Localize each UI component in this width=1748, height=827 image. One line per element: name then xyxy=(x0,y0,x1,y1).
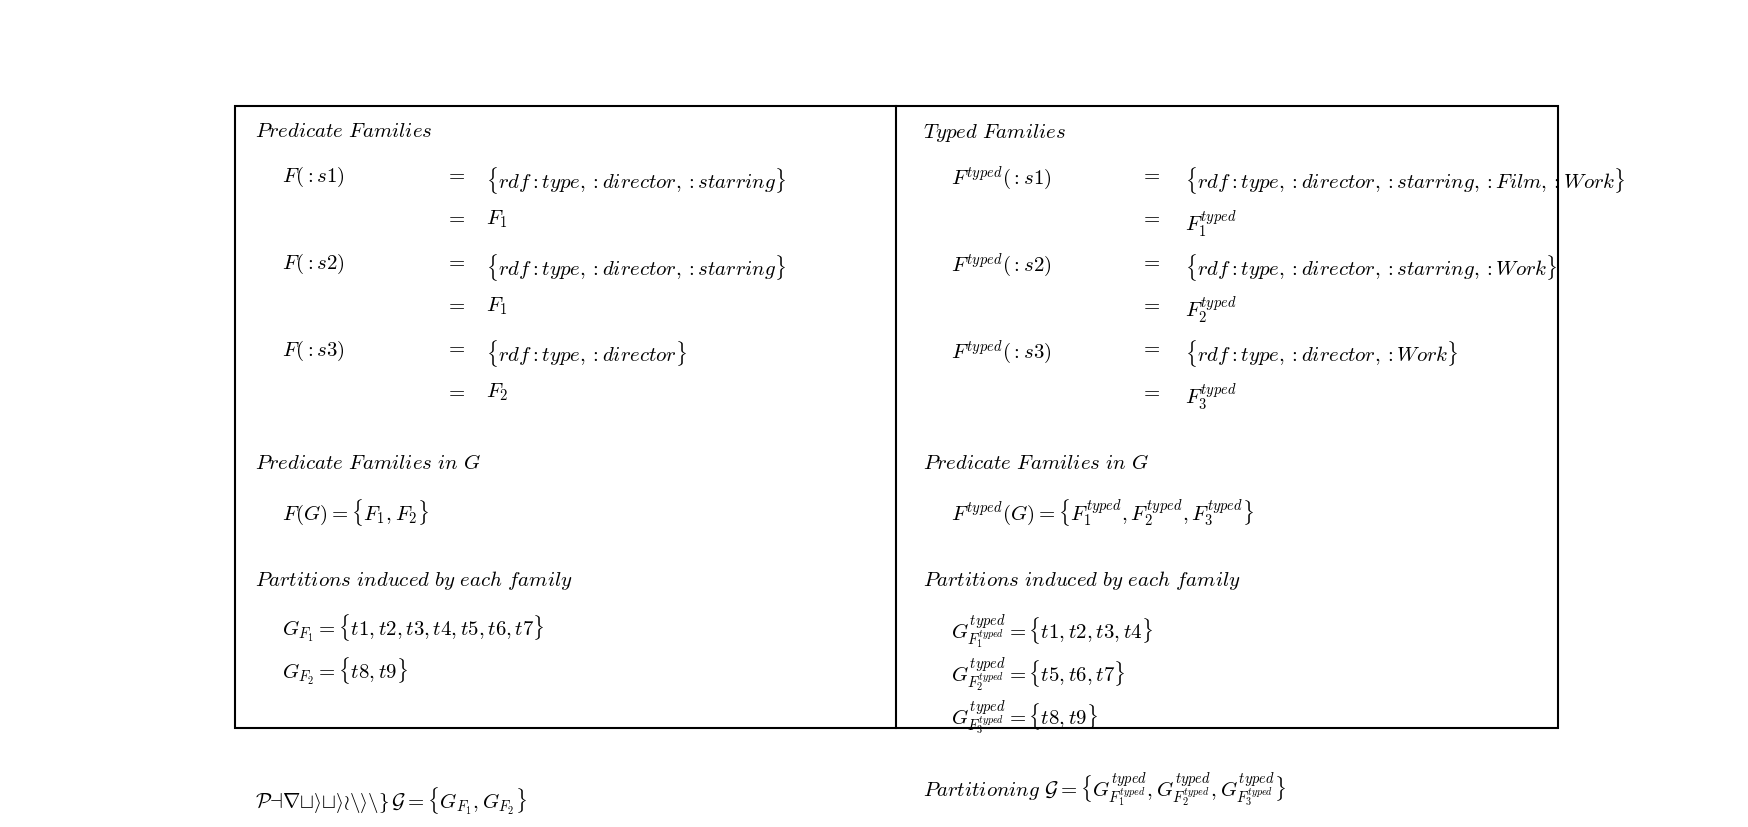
Text: $\mathit{Partitioning}\ \mathcal{G} = \{G_{F_1^{typed}}^{typed}, G_{F_2^{typed}}: $\mathit{Partitioning}\ \mathcal{G} = \{… xyxy=(923,771,1287,810)
Text: $\{rdf:type, :director, :starring, :Film, :Work\}$: $\{rdf:type, :director, :starring, :Film… xyxy=(1185,165,1624,196)
Text: $=$: $=$ xyxy=(1140,251,1161,270)
Text: $F^{typed}(:s1)$: $F^{typed}(:s1)$ xyxy=(951,165,1051,193)
Text: $\mathit{Partitions\ induced\ by\ each\ family}$: $\mathit{Partitions\ induced\ by\ each\ … xyxy=(255,568,573,591)
Text: $\mathit{Predicate\ Families}$: $\mathit{Predicate\ Families}$ xyxy=(255,122,432,141)
Text: $=$: $=$ xyxy=(444,208,465,227)
Text: $G_{F_2^{typed}}^{typed} = \{t5, t6, t7\}$: $G_{F_2^{typed}}^{typed} = \{t5, t6, t7\… xyxy=(951,655,1124,694)
Text: $G_{F_2} = \{t8, t9\}$: $G_{F_2} = \{t8, t9\}$ xyxy=(281,655,407,686)
Text: $\mathit{Predicate\ Families\ in\ G}$: $\mathit{Predicate\ Families\ in\ G}$ xyxy=(923,453,1148,472)
Text: $F(:s3)$: $F(:s3)$ xyxy=(281,338,344,362)
Text: $F^{typed}(:s2)$: $F^{typed}(:s2)$ xyxy=(951,251,1051,280)
Text: $=$: $=$ xyxy=(444,165,465,184)
Text: $F_2^{typed}$: $F_2^{typed}$ xyxy=(1185,294,1236,326)
Text: $=$: $=$ xyxy=(444,251,465,270)
Text: $=$: $=$ xyxy=(444,338,465,357)
Text: $G_{F_1^{typed}}^{typed} = \{t1, t2, t3, t4\}$: $G_{F_1^{typed}}^{typed} = \{t1, t2, t3,… xyxy=(951,612,1152,651)
Text: $\mathcal{Partitioning}\/ \mathcal{G} = \{G_{F_1}, G_{F_2}\}$: $\mathcal{Partitioning}\/ \mathcal{G} = … xyxy=(255,785,526,816)
Text: $G_{F_1} = \{t1, t2, t3, t4, t5, t6, t7\}$: $G_{F_1} = \{t1, t2, t3, t4, t5, t6, t7\… xyxy=(281,612,545,643)
Text: $F^{typed}(:s3)$: $F^{typed}(:s3)$ xyxy=(951,338,1051,366)
Text: $=$: $=$ xyxy=(1140,294,1161,313)
Text: $F(:s1)$: $F(:s1)$ xyxy=(281,165,344,189)
Text: $\{rdf:type, :director, :starring, :Work\}$: $\{rdf:type, :director, :starring, :Work… xyxy=(1185,251,1557,282)
Text: $F_1$: $F_1$ xyxy=(486,208,507,230)
Text: $\mathit{Predicate\ Families\ in\ G}$: $\mathit{Predicate\ Families\ in\ G}$ xyxy=(255,453,481,472)
Text: $F_1$: $F_1$ xyxy=(486,294,507,316)
Text: $F^{typed}(G) = \{F_1^{typed}, F_2^{typed}, F_3^{typed}\}$: $F^{typed}(G) = \{F_1^{typed}, F_2^{type… xyxy=(951,496,1253,527)
Text: $G_{F_3^{typed}}^{typed} = \{t8, t9\}$: $G_{F_3^{typed}}^{typed} = \{t8, t9\}$ xyxy=(951,699,1098,738)
Text: $=$: $=$ xyxy=(444,294,465,313)
Text: $=$: $=$ xyxy=(444,381,465,400)
Text: $F(:s2)$: $F(:s2)$ xyxy=(281,251,344,275)
Text: $\{rdf:type, :director, :Work\}$: $\{rdf:type, :director, :Work\}$ xyxy=(1185,338,1458,369)
Text: $F_1^{typed}$: $F_1^{typed}$ xyxy=(1185,208,1236,240)
Text: $F_3^{typed}$: $F_3^{typed}$ xyxy=(1185,381,1236,413)
Text: $=$: $=$ xyxy=(1140,381,1161,400)
FancyBboxPatch shape xyxy=(234,107,1557,729)
Text: $\{rdf:type, :director, :starring\}$: $\{rdf:type, :director, :starring\}$ xyxy=(486,165,785,196)
Text: $F(G) = \{F_1, F_2\}$: $F(G) = \{F_1, F_2\}$ xyxy=(281,496,428,527)
Text: $\mathit{Partitions\ induced\ by\ each\ family}$: $\mathit{Partitions\ induced\ by\ each\ … xyxy=(923,568,1241,591)
Text: $F_2$: $F_2$ xyxy=(486,381,507,403)
Text: $=$: $=$ xyxy=(1140,338,1161,357)
Text: $\mathit{Typed\ Families}$: $\mathit{Typed\ Families}$ xyxy=(923,122,1066,144)
Text: $=$: $=$ xyxy=(1140,208,1161,227)
Text: $=$: $=$ xyxy=(1140,165,1161,184)
Text: $\{rdf:type, :director\}$: $\{rdf:type, :director\}$ xyxy=(486,338,687,369)
Text: $\{rdf:type, :director, :starring\}$: $\{rdf:type, :director, :starring\}$ xyxy=(486,251,785,282)
